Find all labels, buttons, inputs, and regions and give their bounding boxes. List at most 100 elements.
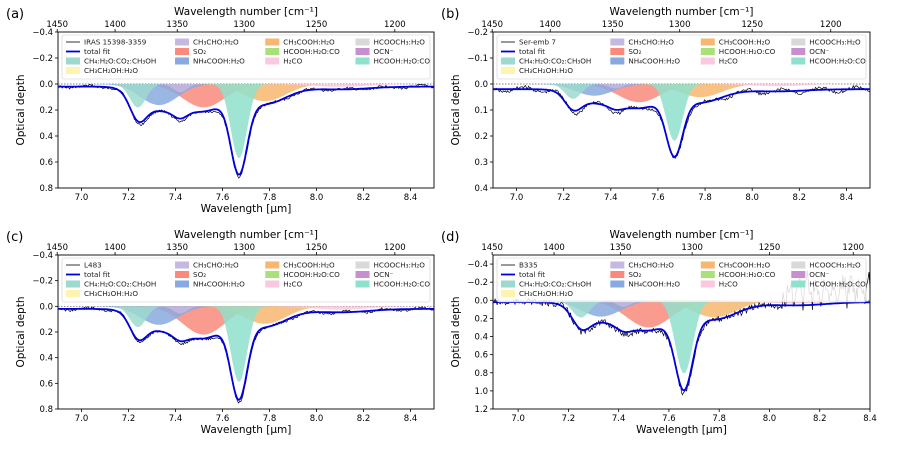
y-tick-label: 1.2 [474,405,488,415]
legend-label: H₂CO [283,280,302,289]
legend-swatch [355,48,370,55]
x-tick-label: 8.2 [813,414,827,424]
x-tick-label: 7.8 [263,414,277,424]
legend-swatch [700,280,715,288]
legend-label: CH₃CHO:H₂O [628,38,674,47]
top-axis-label: Wavelength number [cm⁻¹] [610,229,754,241]
legend-label: CH₃CH₂OH:H₂O [84,289,138,298]
legend-swatch [501,290,515,297]
legend-box [61,257,431,303]
top-axis-label: Wavelength number [cm⁻¹] [610,6,754,18]
x-tick-label: 8.0 [310,193,324,203]
top-tick-label: 1200 [842,243,864,253]
legend-swatch [791,38,806,46]
top-axis-label: Wavelength number [cm⁻¹] [174,6,318,18]
legend-label: HCOOCH₃:H₂O [809,261,861,270]
y-tick-label: 0.0 [474,80,488,90]
top-tick-label: 1450 [46,243,68,253]
x-tick-label: 8.2 [357,193,371,203]
x-tick-label: 8.2 [793,193,807,203]
top-tick-label: 1350 [166,243,188,253]
top-tick-label: 1250 [759,243,781,253]
x-tick-label: 7.2 [122,193,136,203]
y-tick-label: 0.2 [474,314,488,324]
legend-label: OCN⁻ [374,47,394,56]
legend-label: HCOOCH₃:H₂O [374,261,426,270]
x-tick-label: 7.4 [169,414,183,424]
legend-swatch [265,38,280,46]
x-tick-label: 7.0 [75,193,89,203]
legend-swatch [791,280,806,288]
top-tick-label: 1400 [104,243,126,253]
y-axis-label: Optical depth [450,297,462,368]
legend-swatch [610,57,625,65]
legend-label: Ser-emb 7 [519,38,556,47]
legend-swatch [700,261,715,269]
plot-area [58,305,434,404]
legend-label: HCOOH:H₂O:CO [374,57,431,66]
legend-swatch [355,271,370,278]
legend-swatch [700,48,715,55]
x-tick-label: 7.4 [604,193,618,203]
x-tick-label: 7.0 [75,414,89,424]
y-tick-label: 0.8 [39,184,53,194]
chart-panel-b: 7.0 7.2 7.4 7.6 7.8 8.0 8.2 8.4 1450 1400 1350 1300… [441,6,871,203]
legend-label: CH₃COOH:H₂O [283,261,335,270]
y-tick-label: 0.3 [474,158,488,168]
legend-swatch [265,280,280,288]
legend-label: SO₂ [193,47,206,56]
legend-label: total fit [84,270,110,279]
legend-label: OCN⁻ [809,270,829,279]
legend-label: CH₄:H₂O:CO₂:CH₃OH [84,57,156,66]
h2co-area [58,84,434,87]
panel-label: (d) [441,230,459,245]
y-tick-label: 0.2 [39,106,53,116]
legend-label: H₂CO [719,280,738,289]
y-tick-label: 0.0 [474,296,488,306]
legend-swatch [355,38,370,46]
legend-label: CH₃COOH:H₂O [719,38,771,47]
legend-label: SO₂ [628,47,641,56]
legend-swatch [66,67,80,74]
total-fit-line [58,85,434,176]
legend-swatch [791,261,806,269]
top-tick-label: 1250 [741,20,763,30]
y-tick-label: 0.4 [474,184,488,194]
legend-label: NH₄COOH:H₂O [193,57,245,66]
top-tick-label: 1250 [306,20,328,30]
legend-label: total fit [519,270,545,279]
x-tick-label: 7.8 [712,414,726,424]
legend-label: CH₃CH₂OH:H₂O [84,66,138,75]
legend-label: CH₃CH₂OH:H₂O [519,289,573,298]
y-tick-label: −0.4 [467,260,488,270]
legend-swatch [66,57,80,65]
legend-label: HCOOH:H₂O:CO [809,57,866,66]
legend-swatch [175,48,190,55]
legend-swatch [66,290,80,297]
legend-label: NH₄COOH:H₂O [628,57,680,66]
x-tick-label: 8.0 [745,193,759,203]
x-tick-label: 7.0 [510,193,524,203]
legend-swatch [610,280,625,288]
legend-label: HCOOH:H₂O:CO [809,280,866,289]
x-axis-label: Wavelength [μm] [201,203,292,215]
legend-label: B335 [519,261,538,270]
top-tick-label: 1200 [820,20,842,30]
legend-swatch [175,271,190,278]
legend-swatch [175,38,190,46]
legend-label: HCOOCH₃:H₂O [374,38,426,47]
legend-swatch [355,280,370,288]
plot-area [58,83,434,179]
legend-label: OCN⁻ [374,270,394,279]
x-tick-label: 7.6 [216,414,230,424]
x-tick-label: 8.4 [404,414,418,424]
y-tick-label: −0.1 [467,54,488,64]
legend-label: SO₂ [193,270,206,279]
legend-swatch [610,271,625,278]
chart-panel-d: 7.0 7.2 7.4 7.6 7.8 8.0 8.2 8.4 1450 1400 1350 1300… [441,229,877,436]
x-tick-label: 8.0 [310,414,324,424]
legend-label: HCOOCH₃:H₂O [809,38,861,47]
top-tick-label: 1450 [481,243,503,253]
